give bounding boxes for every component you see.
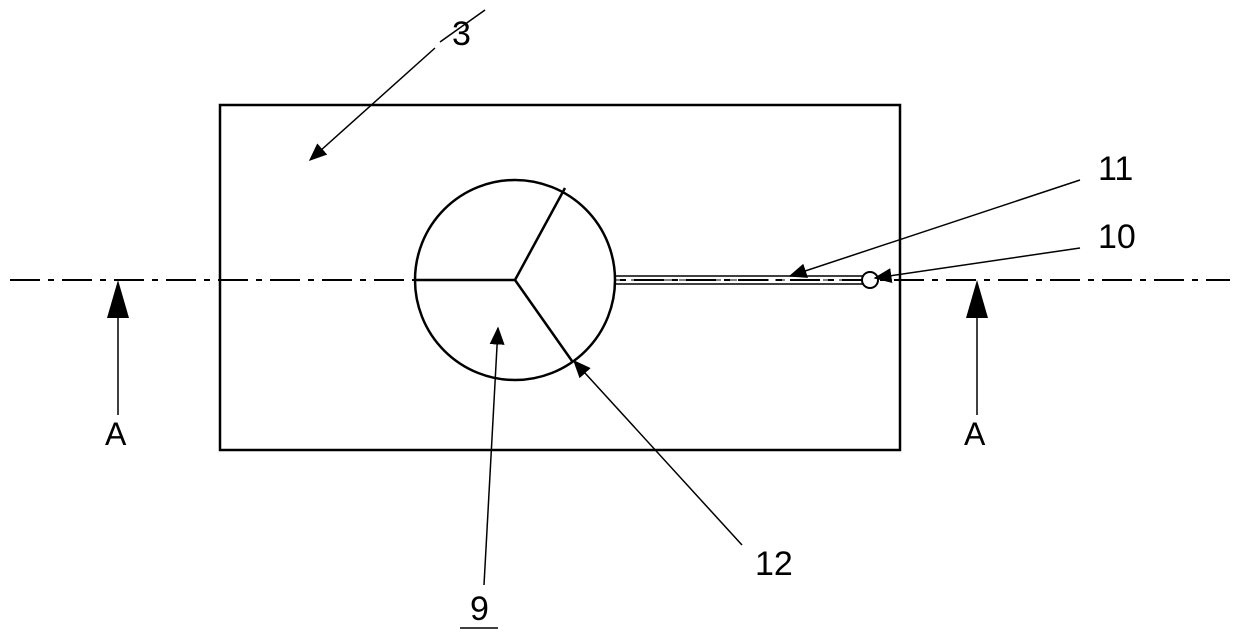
small-circle — [862, 272, 878, 288]
callout-9-label: 9 — [470, 590, 489, 628]
section-label-left: A — [105, 416, 127, 452]
callout-12-label: 12 — [755, 545, 793, 583]
section-marker-right: A — [964, 280, 988, 452]
section-marker-left: A — [105, 280, 129, 452]
diagram-svg: A A 3 11 10 12 — [0, 0, 1240, 639]
callout-11-label: 11 — [1098, 150, 1133, 188]
callout-10-label: 10 — [1098, 218, 1136, 256]
callout-10: 10 — [875, 218, 1136, 278]
callout-11: 11 — [790, 150, 1148, 276]
section-label-right: A — [964, 416, 986, 452]
technical-diagram: A A 3 11 10 12 — [0, 0, 1240, 639]
callout-3-label: 3 — [452, 15, 471, 53]
callout-12: 12 — [574, 361, 810, 583]
callout-3: 3 — [310, 10, 485, 160]
